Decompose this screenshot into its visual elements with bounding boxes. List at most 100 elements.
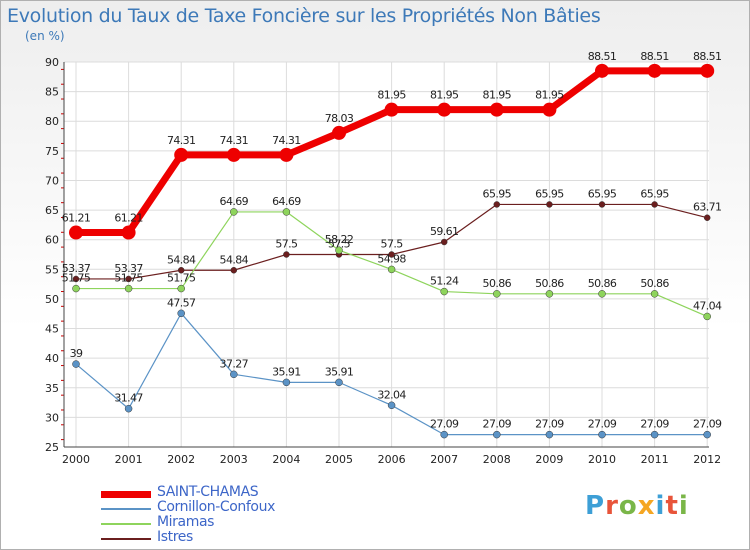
data-label: 32.04 — [377, 388, 406, 401]
data-label: 51.75 — [62, 272, 91, 285]
data-point — [598, 290, 606, 298]
legend-swatch — [101, 490, 151, 498]
data-label: 39 — [70, 347, 83, 360]
data-label: 51.75 — [114, 272, 143, 285]
data-point — [177, 309, 185, 318]
data-point — [493, 430, 501, 439]
x-tick-label: 2005 — [325, 453, 353, 466]
x-tick-label: 2007 — [430, 453, 458, 466]
data-point — [174, 147, 189, 162]
data-point — [72, 275, 80, 283]
data-label: 74.31 — [272, 134, 301, 147]
data-point — [388, 251, 395, 258]
data-point — [545, 290, 554, 298]
brand-logo: Proxiti — [585, 491, 689, 521]
logo-letter: i — [655, 491, 666, 521]
data-label: 63.71 — [693, 201, 722, 214]
y-tick-label: 90 — [45, 56, 59, 69]
data-point — [124, 404, 133, 413]
data-point — [440, 430, 448, 439]
data-label: 27.09 — [430, 418, 459, 431]
data-label: 61.21 — [62, 212, 91, 225]
data-label: 51.24 — [430, 275, 459, 288]
legend-label: SAINT-CHAMAS — [157, 484, 259, 500]
data-point — [230, 370, 238, 379]
data-point — [493, 290, 501, 298]
data-point — [230, 208, 238, 216]
data-label: 50.86 — [588, 277, 617, 290]
x-tick-label: 2012 — [693, 453, 721, 466]
data-label: 53.37 — [114, 262, 143, 275]
data-label: 50.86 — [483, 277, 512, 290]
data-point — [72, 360, 80, 368]
y-tick-label: 25 — [45, 441, 59, 454]
data-point — [121, 225, 136, 240]
data-label: 59.61 — [430, 225, 459, 238]
data-point — [650, 430, 659, 439]
data-label: 88.51 — [693, 50, 722, 63]
data-point — [384, 102, 399, 117]
data-point — [440, 287, 448, 296]
y-tick-label: 35 — [45, 382, 59, 395]
data-point — [545, 430, 554, 439]
legend-label: Cornillon-Confoux — [157, 499, 275, 515]
x-tick-label: 2008 — [483, 453, 511, 466]
data-label: 88.51 — [588, 50, 617, 63]
y-tick-label: 55 — [45, 263, 59, 276]
data-label: 81.95 — [430, 89, 459, 102]
legend-swatch — [101, 523, 151, 525]
data-label: 27.09 — [693, 418, 722, 431]
data-point — [647, 63, 662, 78]
x-tick-label: 2001 — [115, 453, 143, 466]
data-label: 88.51 — [640, 50, 669, 63]
data-label: 78.03 — [325, 112, 354, 125]
data-point — [282, 378, 291, 387]
data-label: 65.95 — [535, 187, 564, 200]
x-tick-label: 2000 — [62, 453, 90, 466]
legend-swatch — [101, 538, 151, 540]
data-label: 53.37 — [62, 262, 91, 275]
data-point — [279, 147, 294, 162]
data-label: 64.69 — [220, 195, 249, 208]
data-label: 61.21 — [114, 212, 143, 225]
data-label: 35.91 — [272, 365, 301, 378]
logo-letter: i — [678, 491, 689, 521]
data-point — [335, 378, 343, 387]
y-tick-label: 85 — [45, 86, 59, 99]
logo-letter: x — [637, 491, 656, 521]
data-label: 51.75 — [167, 272, 196, 285]
data-point — [440, 238, 448, 246]
data-label: 27.09 — [483, 418, 512, 431]
data-label: 27.09 — [588, 418, 617, 431]
data-label: 57.5 — [328, 238, 351, 251]
data-point — [598, 430, 606, 439]
data-point — [651, 201, 658, 208]
x-tick-label: 2009 — [535, 453, 563, 466]
data-point — [177, 284, 185, 293]
legend-label: Istres — [157, 529, 193, 545]
data-label: 57.5 — [275, 238, 298, 251]
data-label: 47.57 — [167, 296, 196, 309]
x-tick-label: 2010 — [588, 453, 616, 466]
data-point — [177, 267, 185, 274]
unit-label: (en %) — [25, 29, 65, 43]
data-label: 47.04 — [693, 299, 722, 312]
data-label: 31.47 — [114, 392, 143, 405]
data-point — [332, 125, 346, 140]
logo-letter: r — [605, 491, 619, 521]
logo-letter: t — [665, 491, 679, 521]
data-point — [703, 312, 711, 321]
data-point — [72, 284, 80, 293]
data-label: 81.95 — [377, 89, 406, 102]
data-point — [489, 102, 504, 117]
data-point — [598, 201, 606, 208]
data-label: 74.31 — [167, 134, 196, 147]
y-tick-label: 65 — [45, 204, 59, 217]
data-point — [493, 201, 501, 208]
data-label: 65.95 — [640, 187, 669, 200]
data-label: 54.84 — [220, 253, 249, 266]
y-tick-label: 30 — [45, 411, 59, 424]
data-point — [703, 430, 711, 439]
data-label: 65.95 — [588, 187, 617, 200]
